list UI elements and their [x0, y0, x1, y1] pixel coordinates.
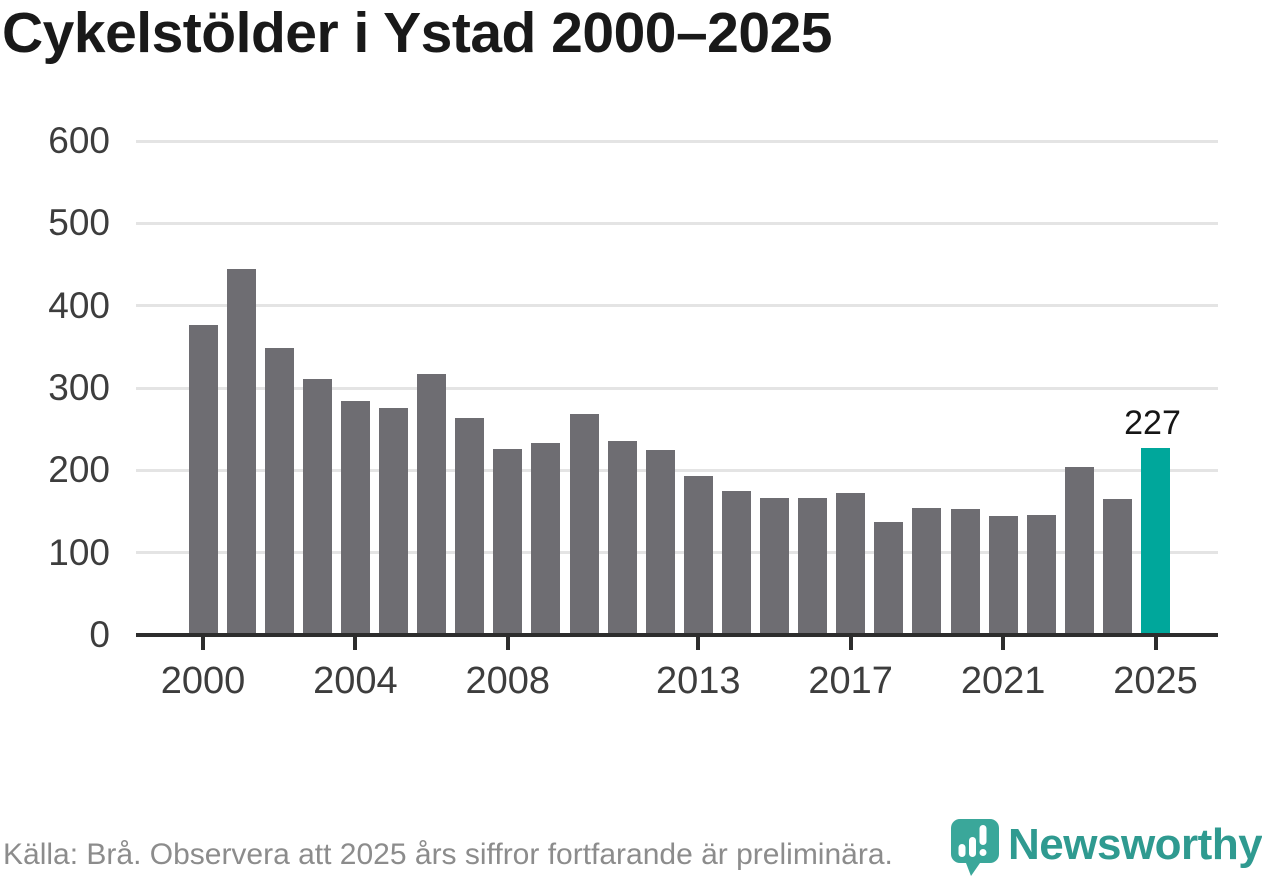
bar-2009 [531, 443, 561, 635]
x-axis-tick [201, 637, 205, 650]
bar-2012 [645, 449, 675, 635]
x-axis-tick [505, 637, 510, 650]
source-note: Källa: Brå. Observera att 2025 års siffr… [3, 838, 893, 871]
highlight-value-label: 227 [1124, 404, 1181, 443]
y-tick-label: 200 [48, 449, 110, 491]
newsworthy-logo-icon [951, 819, 999, 876]
x-tick-label: 2008 [465, 660, 551, 702]
bar-2003 [302, 378, 332, 635]
x-axis-tick [353, 637, 358, 650]
x-tick-label: 2004 [313, 660, 398, 702]
y-tick-label: 600 [48, 120, 110, 161]
gridline-400 [136, 304, 1218, 308]
bar-2019 [912, 508, 942, 635]
bar-2017 [836, 493, 866, 635]
x-axis-tick [1001, 637, 1006, 650]
newsworthy-wordmark: Newsworthy [1008, 820, 1262, 869]
bar-2020 [950, 509, 980, 635]
bar-2023 [1064, 467, 1094, 635]
gridline-500 [136, 221, 1218, 225]
bar-2001 [226, 269, 256, 635]
bar-2022 [1026, 514, 1056, 635]
bar-2013 [683, 476, 713, 635]
bar-2005 [379, 407, 408, 635]
chart-title: Cykelstölder i Ystad 2000–2025 [2, 1, 832, 65]
gridline-600 [136, 139, 1218, 143]
bar-2007 [455, 417, 485, 635]
bar-2016 [798, 497, 828, 635]
bar-2004 [340, 401, 370, 635]
bar-2025 [1141, 448, 1170, 635]
x-tick-label: 2025 [1113, 660, 1198, 702]
gridline-300 [136, 386, 1218, 390]
x-axis-tick [1153, 637, 1158, 650]
bar-2014 [721, 490, 751, 635]
x-axis-tick [848, 637, 853, 650]
x-axis-tick [696, 637, 701, 650]
bar-2006 [417, 374, 447, 635]
bar-2000 [188, 324, 218, 635]
x-tick-label: 2013 [656, 660, 741, 702]
y-tick-label: 500 [48, 202, 110, 244]
bar-2018 [874, 522, 904, 635]
bar-2010 [569, 414, 599, 635]
bar-2021 [988, 515, 1018, 635]
bar-2024 [1102, 499, 1132, 635]
x-axis-line [136, 633, 1218, 637]
y-tick-label: 100 [48, 531, 110, 573]
x-tick-label: 2000 [160, 660, 246, 702]
y-tick-label: 400 [48, 284, 110, 326]
x-tick-label: 2021 [960, 660, 1046, 702]
bar-2011 [607, 440, 637, 635]
bar-2008 [493, 448, 523, 635]
x-tick-label: 2017 [808, 660, 893, 702]
gridline-100 [136, 551, 1218, 555]
y-tick-label: 300 [48, 367, 110, 408]
bar-2015 [760, 498, 789, 635]
bar-2002 [264, 348, 294, 635]
y-tick-label: 0 [89, 614, 110, 655]
gridline-200 [136, 468, 1218, 472]
